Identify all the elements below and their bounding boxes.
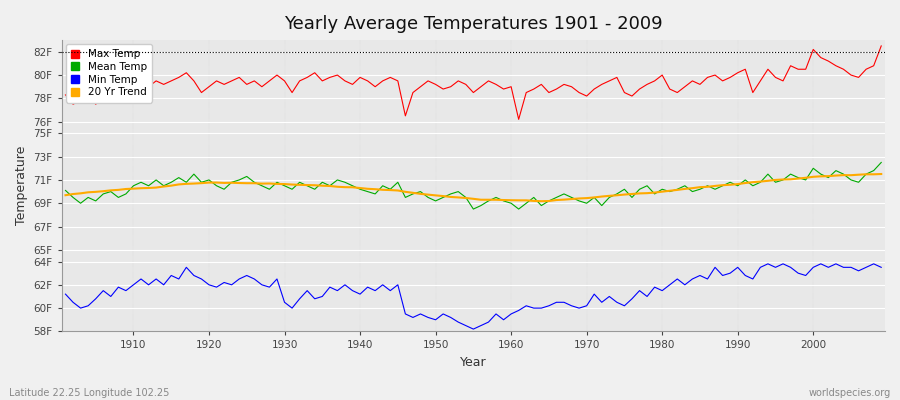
Legend: Max Temp, Mean Temp, Min Temp, 20 Yr Trend: Max Temp, Mean Temp, Min Temp, 20 Yr Tre…	[66, 44, 152, 102]
Text: Latitude 22.25 Longitude 102.25: Latitude 22.25 Longitude 102.25	[9, 388, 169, 398]
Text: worldspecies.org: worldspecies.org	[809, 388, 891, 398]
Y-axis label: Temperature: Temperature	[15, 146, 28, 226]
X-axis label: Year: Year	[460, 356, 487, 369]
Title: Yearly Average Temperatures 1901 - 2009: Yearly Average Temperatures 1901 - 2009	[284, 15, 662, 33]
